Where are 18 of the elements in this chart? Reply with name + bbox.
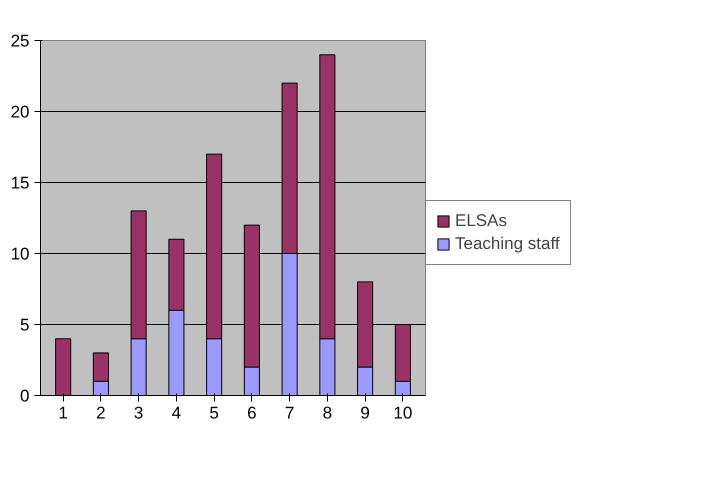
- y-tick-label: 15: [10, 174, 30, 192]
- y-tick-label: 20: [10, 102, 30, 122]
- legend-label: ELSAs: [455, 211, 507, 231]
- x-tick-label: 3: [134, 404, 144, 422]
- x-tick-label: 9: [360, 404, 370, 422]
- y-tick-label: 25: [10, 32, 30, 50]
- legend-label: Teaching staff: [455, 234, 560, 254]
- y-tick-label: 0: [20, 386, 30, 406]
- x-tick-label: 2: [96, 404, 106, 422]
- x-tick-label: 4: [172, 404, 182, 422]
- x-tick-label: 8: [322, 404, 332, 422]
- x-tick-label: 1: [58, 404, 68, 422]
- x-tick-label: 5: [209, 404, 219, 422]
- x-tick-label: 7: [284, 404, 294, 422]
- y-tick-label: 5: [20, 316, 30, 334]
- x-tick-label: 6: [247, 404, 257, 422]
- x-tick-label: 10: [393, 404, 412, 422]
- y-tick-label: 10: [10, 244, 30, 264]
